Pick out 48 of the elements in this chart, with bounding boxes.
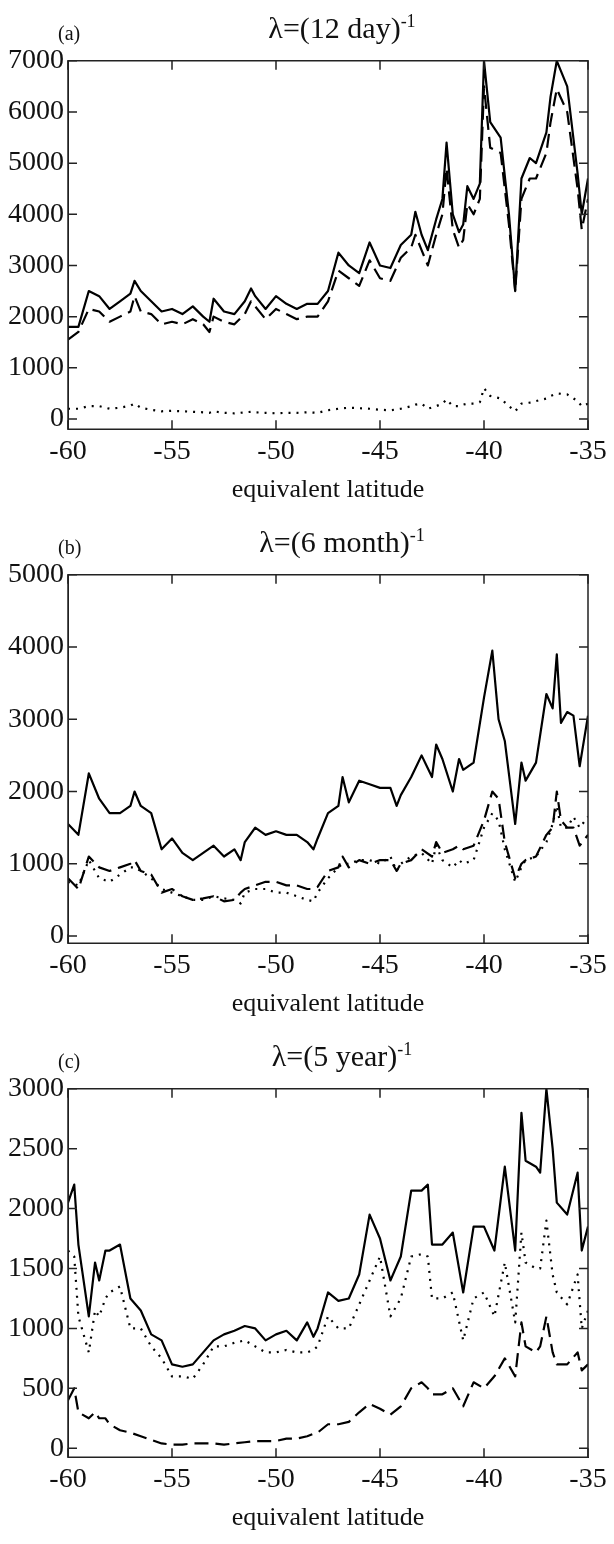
text: (c) (58, 1050, 81, 1073)
x-tick-label: -35 (569, 434, 607, 466)
chart-title: λ=(12 day)$^{-1}$ (268, 11, 416, 44)
x-axis-title: equivalent latitude (231, 988, 425, 1018)
y-tick-label: 4000 (8, 196, 64, 228)
y-tick-label: 500 (22, 1370, 64, 1402)
x-tick-label: -55 (153, 1462, 191, 1494)
y-tick-label: 0 (50, 401, 64, 433)
y-tick-label: 3000 (8, 247, 64, 279)
y-tick-label: 2000 (8, 773, 64, 805)
x-tick-label: -35 (569, 948, 607, 980)
x-axis-title: equivalent latitude (231, 1502, 425, 1532)
y-tick-label: 0 (50, 918, 64, 950)
y-tick-label: 3000 (8, 1071, 64, 1103)
x-tick-label: -40 (465, 1462, 503, 1494)
y-tick-label: 2000 (8, 298, 64, 330)
x-tick-label: -60 (49, 948, 87, 980)
x-tick-label: -55 (153, 434, 191, 466)
x-tick-label: -55 (153, 948, 191, 980)
y-tick-label: 1000 (8, 846, 64, 878)
y-tick-label: 1500 (8, 1250, 64, 1282)
x-tick-label: -60 (49, 434, 87, 466)
text: (a) (58, 22, 81, 45)
x-tick-label: -50 (257, 1462, 295, 1494)
y-tick-label: 5000 (8, 557, 64, 589)
x-axis-title: equivalent latitude (231, 474, 425, 504)
x-tick-label: -35 (569, 1462, 607, 1494)
chart-title: λ=(6 month)$^{-1}$ (259, 525, 425, 558)
y-tick-label: 7000 (8, 43, 64, 75)
x-tick-label: -50 (257, 434, 295, 466)
y-tick-label: 4000 (8, 629, 64, 661)
x-tick-label: -45 (361, 1462, 399, 1494)
x-tick-label: -60 (49, 1462, 87, 1494)
x-tick-label: -50 (257, 948, 295, 980)
x-tick-label: -40 (465, 434, 503, 466)
y-tick-label: 3000 (8, 701, 64, 733)
x-tick-label: -45 (361, 434, 399, 466)
chart-title: λ=(5 year)$^{-1}$ (271, 1039, 413, 1072)
text: (b) (58, 536, 82, 559)
y-tick-label: 2000 (8, 1190, 64, 1222)
x-tick-label: -40 (465, 948, 503, 980)
y-tick-label: 6000 (8, 94, 64, 126)
y-tick-label: 2500 (8, 1131, 64, 1163)
x-tick-label: -45 (361, 948, 399, 980)
y-tick-label: 5000 (8, 145, 64, 177)
y-tick-label: 1000 (8, 350, 64, 382)
y-tick-label: 0 (50, 1430, 64, 1462)
y-tick-label: 1000 (8, 1310, 64, 1342)
